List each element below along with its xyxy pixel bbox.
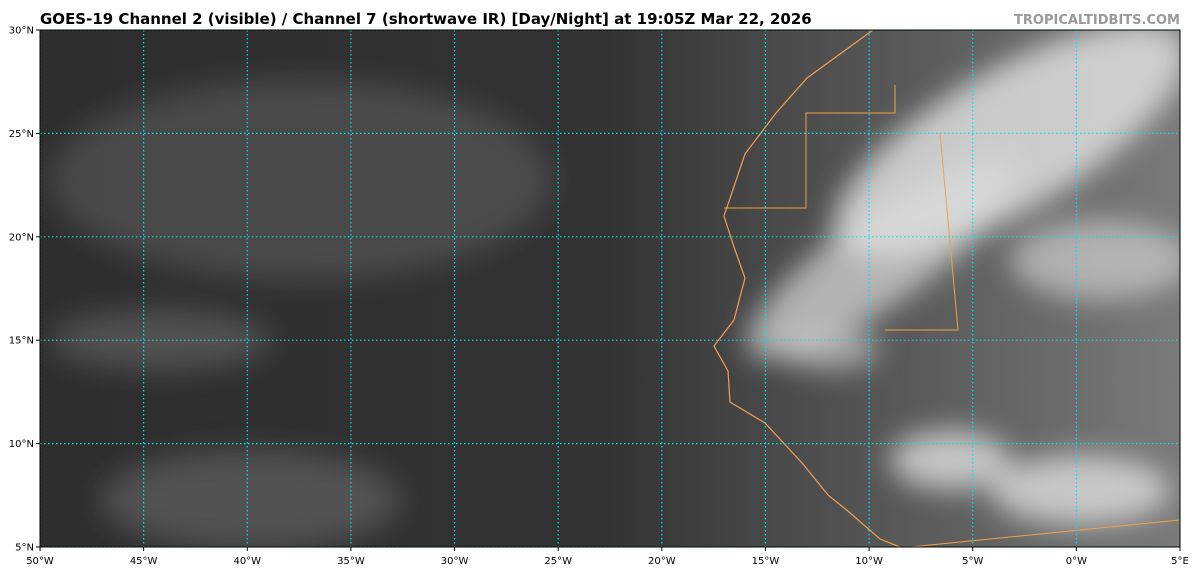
imagery <box>40 30 1180 547</box>
lon-tick-label: 50°W <box>26 556 54 567</box>
lat-tick-label: 15°N <box>9 336 34 347</box>
lon-tick-label: 35°W <box>337 556 365 567</box>
lon-tick-label: 25°W <box>544 556 572 567</box>
lon-tick-label: 15°W <box>752 556 780 567</box>
lat-tick-label: 30°N <box>9 26 34 37</box>
lon-tick-label: 20°W <box>648 556 676 567</box>
lon-tick-label: 0°W <box>1066 556 1087 567</box>
frame <box>39 29 1181 548</box>
lat-tick-label: 10°N <box>9 439 34 450</box>
lat-tick-label: 5°N <box>15 543 34 554</box>
lon-tick-label: 5°E <box>1171 556 1189 567</box>
credit: TROPICALTIDBITS.COM <box>1014 13 1180 28</box>
lat-tick-label: 25°N <box>9 129 34 140</box>
borders <box>724 85 1180 547</box>
lon-tick-label: 30°W <box>441 556 469 567</box>
lon-tick-label: 10°W <box>855 556 883 567</box>
coastline <box>713 30 901 547</box>
lon-tick-label: 5°W <box>962 556 983 567</box>
title: GOES-19 Channel 2 (visible) / Channel 7 … <box>40 10 812 28</box>
lon-tick-label: 40°W <box>233 556 261 567</box>
lat-tick-label: 20°N <box>9 232 34 243</box>
lon-tick-label: 45°W <box>130 556 158 567</box>
